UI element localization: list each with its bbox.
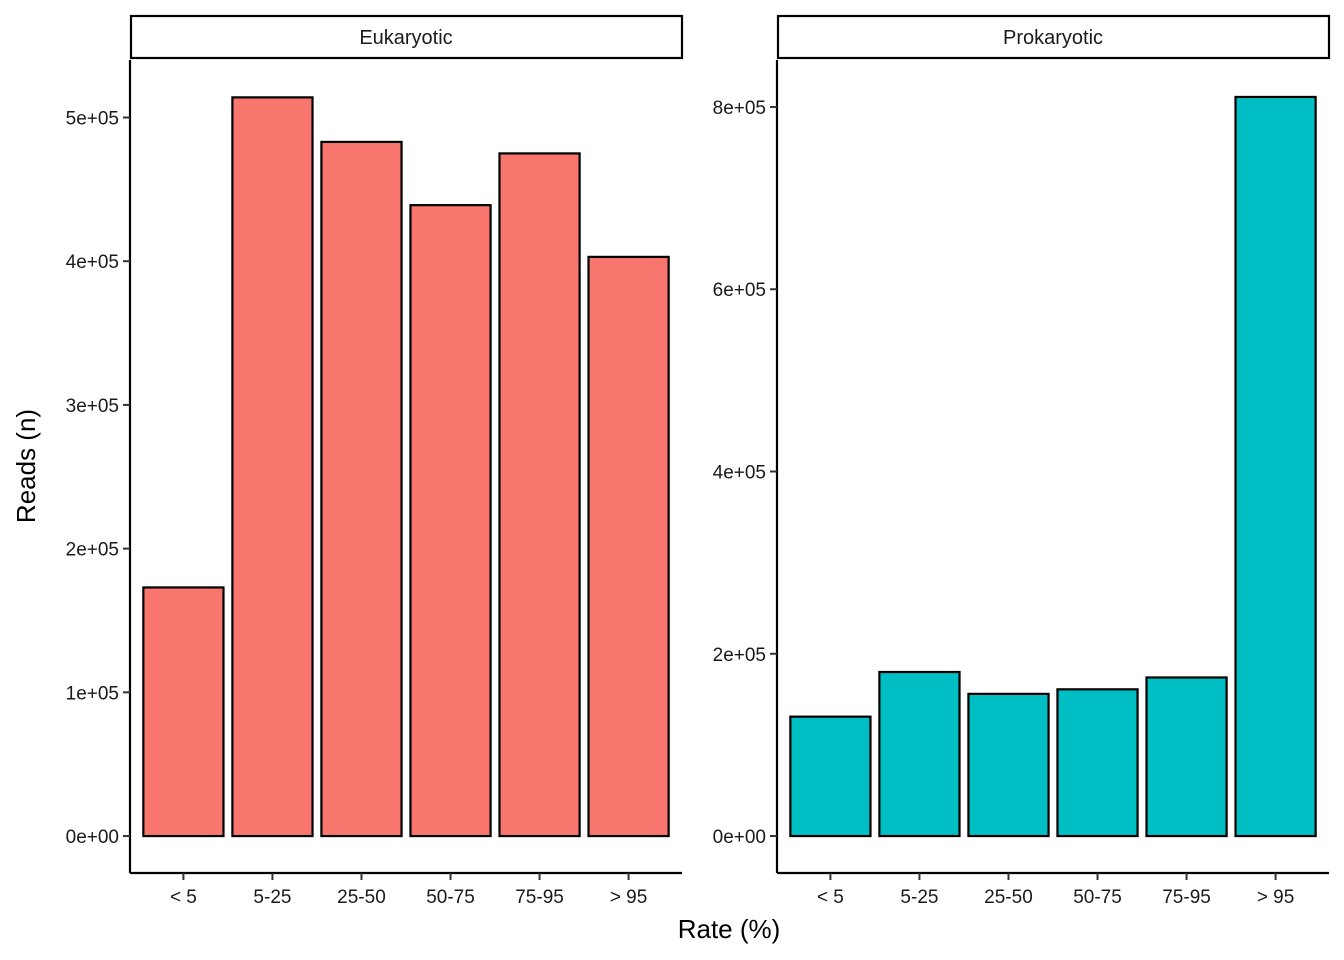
- bar: [967, 692, 1050, 838]
- y-tick-label: 8e+05: [713, 98, 766, 119]
- facet-strip-label: Eukaryotic: [359, 27, 452, 49]
- x-tick-label: 75-95: [515, 887, 564, 908]
- bar: [1234, 95, 1317, 838]
- x-tick-label: 25-50: [337, 887, 386, 908]
- y-axis-title: Reads (n): [11, 409, 41, 523]
- x-axis-title: Rate (%): [678, 914, 781, 944]
- bar: [498, 152, 581, 838]
- x-tick-label: > 95: [610, 887, 648, 908]
- y-tick-label: 3e+05: [66, 396, 119, 417]
- y-tick-label: 1e+05: [66, 683, 119, 704]
- facet-strip-label: Prokaryotic: [1003, 27, 1103, 49]
- x-tick-label: 5-25: [253, 887, 291, 908]
- y-tick-label: 0e+00: [713, 827, 766, 848]
- y-tick-label: 2e+05: [713, 645, 766, 666]
- x-tick-label: < 5: [170, 887, 197, 908]
- facet-strip: [776, 14, 1331, 60]
- x-tick-label: > 95: [1257, 887, 1295, 908]
- y-tick-label: 4e+05: [713, 463, 766, 484]
- x-tick-label: 25-50: [984, 887, 1033, 908]
- y-tick-label: 0e+00: [66, 827, 119, 848]
- y-tick-label: 4e+05: [66, 252, 119, 273]
- y-tick-label: 5e+05: [66, 108, 119, 129]
- facet-strip: [129, 14, 684, 60]
- bar: [1145, 676, 1228, 838]
- y-tick-label: 2e+05: [66, 540, 119, 561]
- bar: [1056, 688, 1139, 838]
- bar: [878, 670, 961, 838]
- bar: [142, 586, 225, 838]
- bar: [320, 140, 403, 838]
- x-tick-label: 5-25: [900, 887, 938, 908]
- bar: [789, 715, 872, 838]
- bar: [587, 255, 670, 838]
- x-tick-label: 50-75: [426, 887, 475, 908]
- bar: [231, 96, 314, 838]
- x-tick-label: < 5: [817, 887, 844, 908]
- x-tick-label: 75-95: [1162, 887, 1211, 908]
- y-tick-label: 6e+05: [713, 280, 766, 301]
- bar: [409, 204, 492, 838]
- x-tick-label: 50-75: [1073, 887, 1122, 908]
